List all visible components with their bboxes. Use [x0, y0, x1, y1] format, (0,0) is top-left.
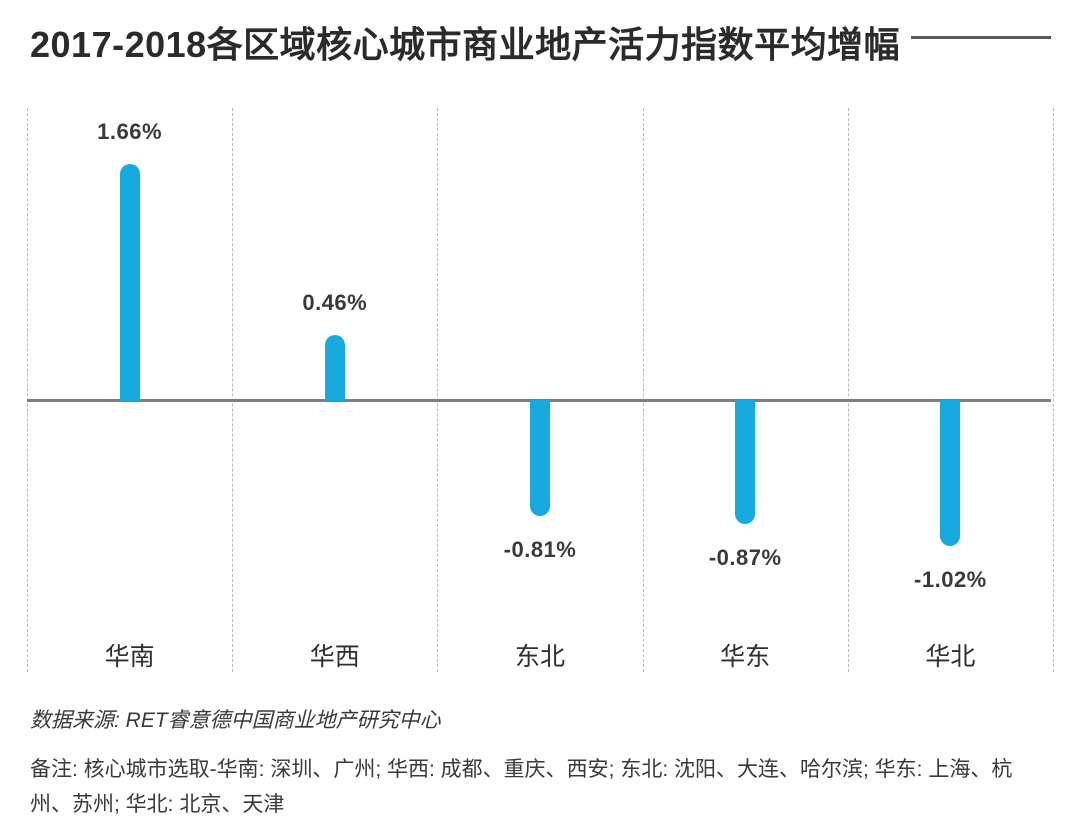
bar-华东 [735, 400, 756, 524]
bar-华西 [324, 335, 345, 401]
value-label: 1.66% [97, 119, 163, 144]
gridline [1053, 108, 1054, 672]
footnote-text: 备注: 核心城市选取-华南: 深圳、广州; 华西: 成都、重庆、西安; 东北: … [30, 758, 1013, 816]
title-rule [911, 36, 1051, 39]
value-label: -1.02% [914, 567, 987, 592]
value-label: 0.46% [302, 290, 368, 315]
category-label: 华北 [925, 643, 976, 671]
value-label: -0.81% [503, 537, 577, 562]
bar-东北 [530, 400, 550, 516]
page-title: 2017-2018各区域核心城市商业地产活力指数平均增幅 [30, 24, 901, 65]
category-label: 华东 [720, 643, 771, 671]
bar-华南 [119, 164, 140, 401]
gridline [232, 108, 234, 672]
category-label: 华南 [104, 643, 155, 671]
gridline [437, 108, 439, 672]
value-label: -0.87% [708, 545, 782, 570]
gridline [642, 108, 644, 672]
category-label: 东北 [514, 643, 565, 671]
gridline [847, 108, 849, 672]
bar-chart: 1.66% 华南 0.46% 华西 -0.81% 东北 -0.87% 华东 -1.02% 华北 [0, 95, 1080, 695]
data-source-text: 数据来源: RET睿意德中国商业地产研究中心 [30, 709, 441, 732]
bar-华北 [940, 400, 961, 546]
gridline [27, 108, 28, 672]
category-label: 华西 [309, 643, 360, 671]
